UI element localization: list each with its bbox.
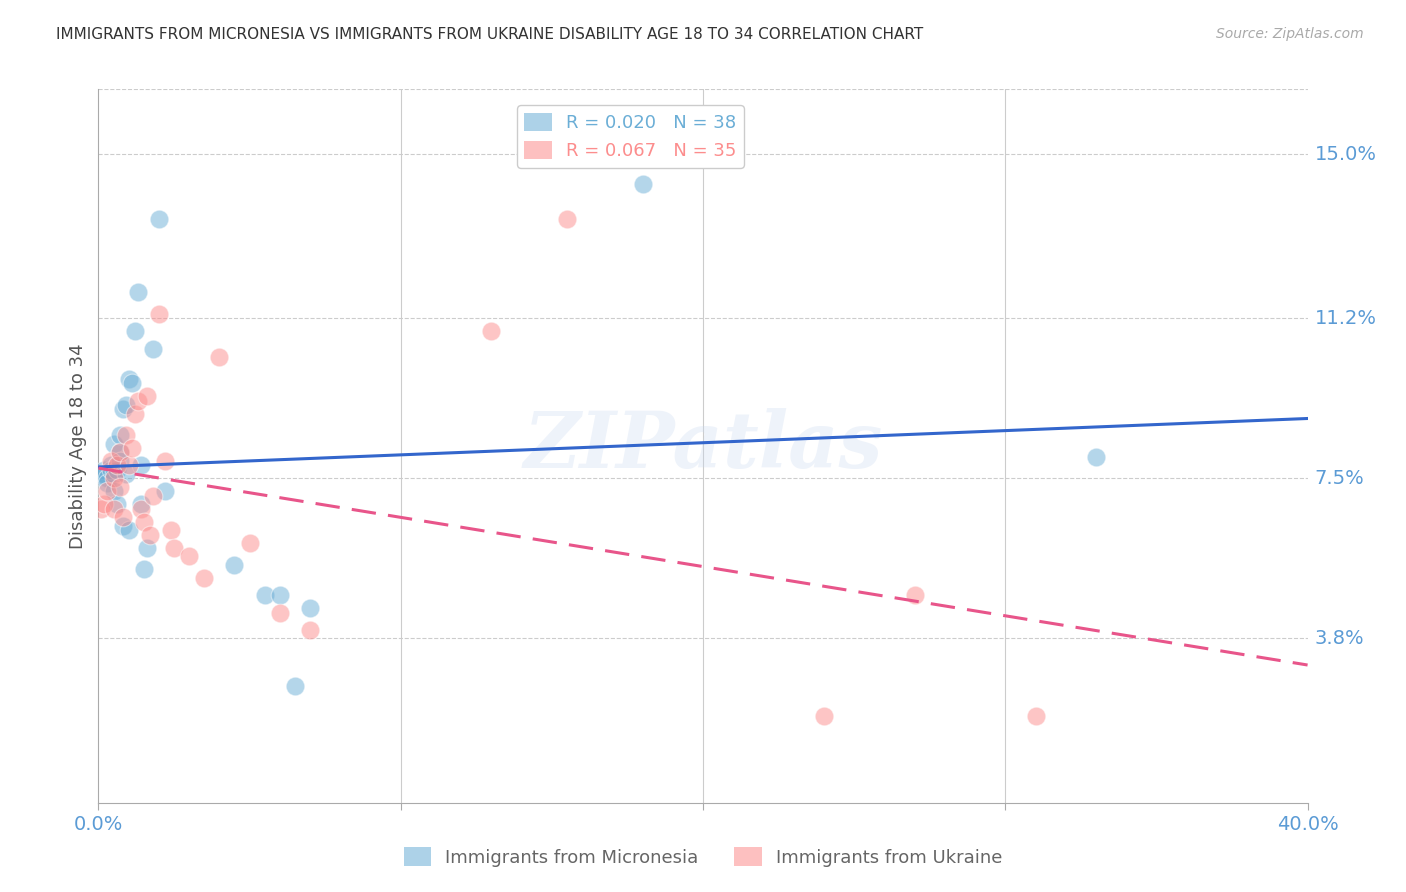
Point	[121, 376, 143, 391]
Text: 15.0%: 15.0%	[1315, 145, 1376, 163]
Point	[103, 471, 125, 485]
Point	[105, 497, 128, 511]
Point	[111, 510, 134, 524]
Point	[124, 325, 146, 339]
Point	[160, 524, 183, 538]
Legend: Immigrants from Micronesia, Immigrants from Ukraine: Immigrants from Micronesia, Immigrants f…	[396, 840, 1010, 874]
Point	[103, 501, 125, 516]
Point	[127, 285, 149, 300]
Point	[129, 501, 152, 516]
Point	[631, 178, 654, 192]
Point	[129, 458, 152, 473]
Point	[904, 588, 927, 602]
Point	[114, 428, 136, 442]
Point	[114, 467, 136, 482]
Point	[108, 454, 131, 468]
Point	[193, 571, 215, 585]
Legend: R = 0.020   N = 38, R = 0.067   N = 35: R = 0.020 N = 38, R = 0.067 N = 35	[517, 105, 744, 168]
Point	[129, 497, 152, 511]
Point	[108, 445, 131, 459]
Point	[127, 393, 149, 408]
Point	[111, 402, 134, 417]
Point	[148, 211, 170, 226]
Point	[284, 679, 307, 693]
Point	[555, 211, 578, 226]
Point	[142, 342, 165, 356]
Point	[253, 588, 276, 602]
Point	[1085, 450, 1108, 464]
Point	[148, 307, 170, 321]
Point	[299, 601, 322, 615]
Point	[132, 562, 155, 576]
Point	[153, 484, 176, 499]
Point	[105, 463, 128, 477]
Point	[90, 467, 112, 482]
Point	[100, 454, 122, 468]
Text: 7.5%: 7.5%	[1315, 469, 1364, 488]
Point	[177, 549, 201, 564]
Point	[111, 519, 134, 533]
Point	[118, 524, 141, 538]
Point	[124, 407, 146, 421]
Point	[105, 458, 128, 473]
Point	[103, 437, 125, 451]
Text: IMMIGRANTS FROM MICRONESIA VS IMMIGRANTS FROM UKRAINE DISABILITY AGE 18 TO 34 CO: IMMIGRANTS FROM MICRONESIA VS IMMIGRANTS…	[56, 27, 924, 42]
Point	[96, 484, 118, 499]
Point	[208, 351, 231, 365]
Point	[103, 484, 125, 499]
Point	[100, 463, 122, 477]
Point	[118, 372, 141, 386]
Point	[163, 541, 186, 555]
Point	[142, 489, 165, 503]
Point	[93, 467, 115, 482]
Point	[239, 536, 262, 550]
Point	[108, 428, 131, 442]
Point	[121, 441, 143, 455]
Point	[269, 588, 291, 602]
Point	[1024, 709, 1046, 723]
Point	[114, 398, 136, 412]
Point	[269, 606, 291, 620]
Point	[139, 527, 162, 541]
Text: 3.8%: 3.8%	[1315, 629, 1364, 648]
Point	[481, 325, 503, 339]
Point	[93, 463, 115, 477]
Point	[108, 445, 131, 459]
Text: 11.2%: 11.2%	[1315, 309, 1376, 328]
Point	[813, 709, 835, 723]
Point	[153, 454, 176, 468]
Point	[93, 497, 115, 511]
Point	[96, 471, 118, 485]
Point	[103, 467, 125, 482]
Text: Source: ZipAtlas.com: Source: ZipAtlas.com	[1216, 27, 1364, 41]
Point	[96, 475, 118, 490]
Point	[132, 515, 155, 529]
Point	[135, 541, 157, 555]
Text: ZIPatlas: ZIPatlas	[523, 408, 883, 484]
Y-axis label: Disability Age 18 to 34: Disability Age 18 to 34	[69, 343, 87, 549]
Point	[90, 501, 112, 516]
Point	[135, 389, 157, 403]
Point	[224, 558, 246, 572]
Point	[118, 458, 141, 473]
Point	[299, 623, 322, 637]
Point	[100, 458, 122, 473]
Point	[108, 480, 131, 494]
